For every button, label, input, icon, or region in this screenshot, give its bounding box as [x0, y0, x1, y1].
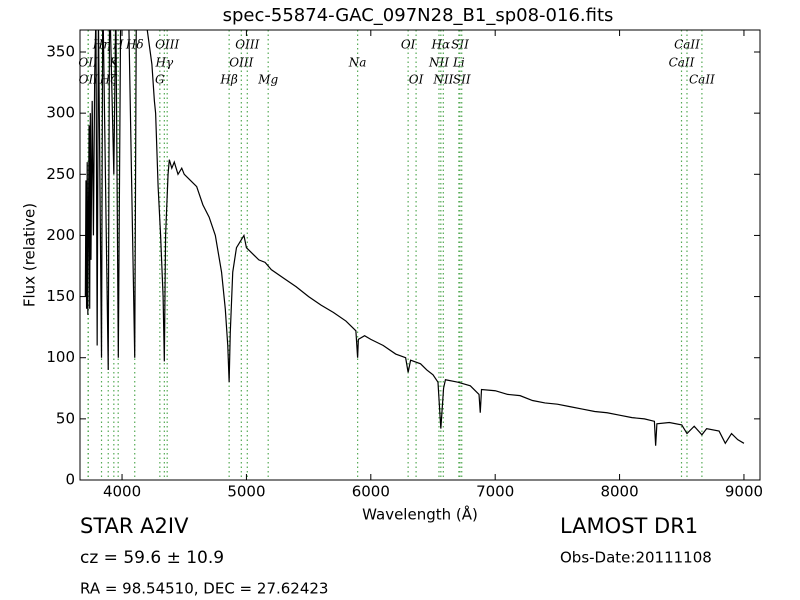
- obs-date: Obs-Date:20111108: [560, 549, 712, 567]
- spectral-line-label: CaII: [689, 73, 715, 87]
- y-tick-label: 150: [46, 287, 75, 305]
- y-tick-label: 50: [56, 409, 75, 427]
- spectral-line-label: OIII: [235, 38, 259, 52]
- spectral-line-label: Li: [452, 56, 465, 70]
- spectral-line-label: CaII: [674, 38, 700, 52]
- y-tick-label: 0: [65, 471, 75, 489]
- spectral-line-label: G: [155, 73, 165, 87]
- spectral-line-label: Hδ: [125, 38, 144, 52]
- spectral-line-label: SII: [451, 38, 469, 52]
- spectral-line-label: SII: [453, 73, 471, 87]
- spectral-line-label: H: [112, 38, 124, 52]
- spectral-line-label: Hγ: [155, 56, 174, 70]
- spectral-line-label: OIII: [155, 38, 179, 52]
- chart-title: spec-55874-GAC_097N28_B1_sp08-016.fits: [223, 5, 614, 26]
- y-tick-label: 200: [46, 226, 75, 244]
- spectral-line-label: NII: [432, 73, 453, 87]
- spectrum-line: [84, 30, 745, 446]
- spectral-line-label: Mg: [257, 73, 278, 87]
- spectral-line-label: NII: [428, 56, 449, 70]
- spectral-line-label: Hα: [431, 38, 451, 52]
- y-tick-label: 350: [46, 43, 75, 61]
- x-tick-label: 6000: [352, 483, 390, 501]
- y-axis-label: Flux (relative): [21, 203, 39, 307]
- redshift: cz = 59.6 ± 10.9: [80, 548, 224, 568]
- spectral-line-label: Hβ: [219, 73, 237, 87]
- spectral-line-label: Na: [348, 56, 367, 70]
- plot-frame: [79, 29, 761, 481]
- x-tick-label: 8000: [600, 483, 638, 501]
- spectral-line-label: OI: [401, 38, 416, 52]
- x-tick-label: 4000: [103, 483, 141, 501]
- coordinates: RA = 98.54510, DEC = 27.62423: [80, 580, 328, 598]
- spectral-line-label: OII: [79, 73, 99, 87]
- spectral-line-label: OI: [409, 73, 424, 87]
- spectral-line-label: OIII: [229, 56, 253, 70]
- x-tick-label: 9000: [725, 483, 763, 501]
- y-tick-label: 250: [46, 165, 75, 183]
- y-tick-label: 300: [46, 104, 75, 122]
- y-tick-label: 100: [46, 348, 75, 366]
- x-axis-label: Wavelength (Å): [362, 505, 478, 524]
- spectral-line-label: CaII: [669, 56, 695, 70]
- survey: LAMOST DR1: [560, 514, 698, 538]
- spectral-line-label: K: [108, 56, 119, 70]
- x-tick-label: 7000: [476, 483, 514, 501]
- x-tick-label: 5000: [227, 483, 265, 501]
- object-class: STAR A2IV: [80, 514, 189, 538]
